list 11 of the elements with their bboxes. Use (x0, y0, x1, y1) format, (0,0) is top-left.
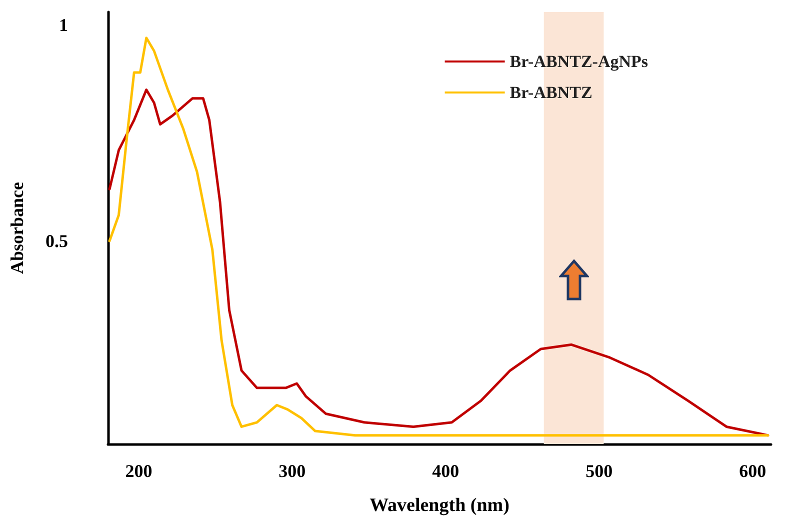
y-tick-label: 1 (59, 14, 68, 35)
x-tick-label: 600 (739, 461, 766, 481)
legend-label: Br-ABNTZ-AgNPs (510, 52, 648, 71)
y-tick-label: 0.5 (46, 230, 68, 251)
x-tick-label: 500 (586, 461, 613, 481)
x-tick-label: 400 (432, 461, 460, 481)
legend-label: Br-ABNTZ (510, 83, 592, 102)
x-tick-label: 200 (125, 461, 152, 481)
x-axis-title: Wavelength (nm) (370, 495, 510, 516)
x-tick-label: 300 (278, 461, 306, 481)
y-axis-title: Absorbance (7, 182, 27, 274)
